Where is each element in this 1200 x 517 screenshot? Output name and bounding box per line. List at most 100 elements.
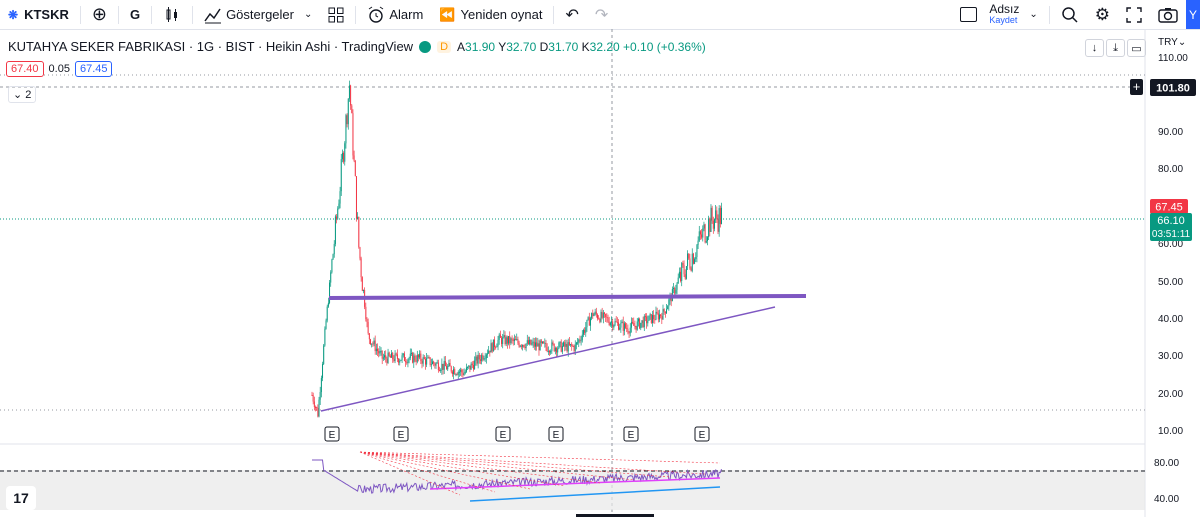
candle-body bbox=[352, 113, 354, 156]
candle-body bbox=[453, 369, 455, 375]
candle-body bbox=[504, 335, 506, 345]
scrollbar-thumb[interactable] bbox=[576, 514, 654, 517]
chart-canvas[interactable]: E E E E E E 110.00 90.00 80.00 60.00 50.00 40.00 30… bbox=[0, 29, 1200, 517]
candle-body bbox=[578, 339, 580, 343]
candle-body bbox=[599, 318, 601, 322]
candle-body bbox=[537, 343, 539, 347]
top-toolbar: ❋ KTSKR ⊕ G Göstergeler ⌄ Alarm bbox=[0, 0, 1200, 30]
earnings-marker[interactable] bbox=[393, 426, 409, 442]
candle-body bbox=[495, 346, 497, 348]
candle-body bbox=[482, 355, 484, 360]
pane-controls: ↓ ⤓ ▭ bbox=[1085, 39, 1146, 57]
candle-body bbox=[650, 314, 652, 323]
interval-button[interactable]: G bbox=[122, 0, 148, 29]
publish-tab[interactable]: Y bbox=[1186, 0, 1200, 29]
maximize-pane-button[interactable]: ▭ bbox=[1127, 39, 1146, 57]
market-status-icon bbox=[419, 40, 432, 53]
candle-body bbox=[417, 354, 419, 358]
earnings-marker-label: E bbox=[398, 430, 405, 441]
last-price-label bbox=[1150, 199, 1188, 214]
osc-fan-line bbox=[359, 451, 706, 475]
replay-button[interactable]: ⏪ Yeniden oynat bbox=[431, 0, 550, 29]
candle-body bbox=[427, 357, 429, 359]
earnings-marker[interactable] bbox=[548, 426, 564, 442]
candle-body bbox=[538, 343, 540, 351]
chart-type-button[interactable] bbox=[155, 0, 189, 29]
candle-body bbox=[334, 216, 336, 244]
candle-body bbox=[601, 311, 603, 318]
candle-body bbox=[403, 353, 405, 362]
rewind-icon: ⏪ bbox=[439, 6, 456, 22]
candle-body bbox=[713, 219, 715, 229]
candle-body bbox=[567, 342, 569, 352]
candle-body bbox=[324, 328, 326, 346]
candle-body bbox=[345, 115, 347, 144]
candle-body bbox=[702, 228, 704, 238]
candle-body bbox=[498, 334, 500, 340]
chevron-down-icon: ⌄ bbox=[1029, 9, 1038, 20]
symbol-label: KTSKR bbox=[24, 7, 69, 22]
candle-body bbox=[434, 363, 436, 366]
price-axis[interactable]: 110.00 90.00 80.00 60.00 50.00 40.00 30.00 20.0… bbox=[1158, 53, 1188, 437]
candle-body bbox=[395, 353, 397, 355]
layouts-button[interactable] bbox=[320, 0, 352, 29]
divider bbox=[117, 5, 119, 24]
settings-button[interactable]: ⚙ bbox=[1087, 0, 1118, 29]
candle-body bbox=[340, 159, 342, 192]
candle-body bbox=[519, 345, 521, 347]
earnings-marker[interactable] bbox=[495, 426, 511, 442]
fullscreen-button[interactable] bbox=[1118, 0, 1150, 29]
candle-body bbox=[695, 257, 697, 260]
candle-body bbox=[526, 340, 528, 344]
candle-body bbox=[718, 208, 720, 232]
sell-button[interactable]: 67.40 bbox=[6, 61, 44, 77]
alarm-button[interactable]: Alarm bbox=[359, 0, 431, 29]
candle-body bbox=[469, 365, 471, 370]
candle-body bbox=[709, 218, 711, 232]
crosshair-plus-button[interactable] bbox=[1130, 79, 1143, 95]
candle-body bbox=[588, 317, 590, 326]
high-value: 32.70 bbox=[506, 39, 537, 54]
move-down-button[interactable]: ↓ bbox=[1085, 39, 1104, 57]
candle-body bbox=[487, 353, 488, 355]
candle-body bbox=[444, 361, 446, 367]
redo-button[interactable]: ↷ bbox=[587, 0, 616, 29]
earnings-marker[interactable] bbox=[694, 426, 710, 442]
buy-button[interactable]: 67.45 bbox=[74, 61, 113, 77]
indicators-label: Göstergeler bbox=[226, 7, 294, 22]
candle-body bbox=[464, 371, 466, 374]
undo-button[interactable]: ↶ bbox=[557, 0, 586, 29]
candle-body bbox=[711, 207, 713, 221]
candle-body bbox=[641, 320, 643, 323]
candle-body bbox=[573, 346, 575, 351]
osc-fan-line bbox=[359, 451, 601, 484]
candle-body bbox=[430, 364, 432, 366]
candle-body bbox=[492, 339, 494, 352]
resistance-line[interactable] bbox=[328, 294, 807, 300]
candle-body bbox=[565, 343, 567, 347]
symbol-search-button[interactable]: ❋ KTSKR bbox=[0, 0, 77, 29]
support-trend-line[interactable] bbox=[320, 306, 776, 412]
candle-body bbox=[333, 243, 335, 255]
layout-select-button[interactable]: Adsız Kaydet ⌄ bbox=[952, 0, 1045, 29]
candle-body bbox=[587, 317, 589, 320]
candle-body bbox=[315, 407, 317, 409]
collapse-pane-button[interactable]: ⤓ bbox=[1106, 39, 1125, 57]
candle-body bbox=[416, 354, 418, 362]
candle-body bbox=[550, 351, 552, 353]
candle-body bbox=[572, 346, 574, 348]
search-button[interactable] bbox=[1053, 0, 1087, 29]
compare-add-button[interactable]: ⊕ bbox=[84, 0, 115, 29]
snapshot-button[interactable] bbox=[1150, 0, 1186, 29]
candle-body bbox=[589, 318, 591, 326]
indicator-collapse-button[interactable]: ⌄ 2 bbox=[8, 86, 37, 103]
candle-body bbox=[362, 290, 364, 292]
candle-body bbox=[577, 342, 579, 344]
indicators-button[interactable]: Göstergeler ⌄ bbox=[196, 0, 320, 29]
earnings-marker[interactable] bbox=[623, 426, 639, 442]
layout-name: Adsız bbox=[989, 1, 1020, 16]
currency-selector[interactable]: TRY⌄ bbox=[1158, 37, 1186, 48]
undo-icon: ↶ bbox=[565, 6, 579, 24]
candle-body bbox=[387, 352, 389, 363]
earnings-marker[interactable] bbox=[324, 426, 340, 442]
